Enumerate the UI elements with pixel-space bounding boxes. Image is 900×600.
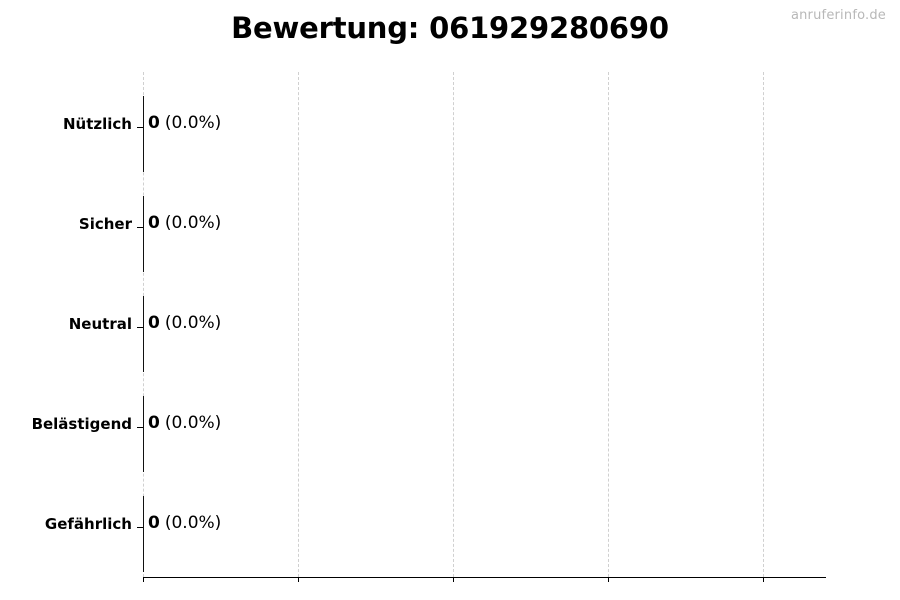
y-axis-label-gefaehrlich: Gefährlich: [44, 515, 132, 533]
bar-count-nuetzlich: 0: [148, 113, 160, 133]
x-axis-tick-4: [763, 577, 764, 582]
bar-percent-sicher: (0.0%): [164, 213, 222, 233]
gridline-1: [298, 72, 299, 577]
x-axis-tick-2: [453, 577, 454, 582]
bar-count-belaestigend: 0: [148, 413, 160, 433]
x-axis-tick-3: [608, 577, 609, 582]
bar-value-neutral: 0 (0.0%): [148, 315, 221, 332]
y-axis-label-belaestigend: Belästigend: [31, 415, 132, 433]
y-axis-label-nuetzlich: Nützlich: [63, 115, 132, 133]
bar-nuetzlich: [143, 96, 144, 172]
bar-neutral: [143, 296, 144, 372]
gridline-3: [608, 72, 609, 577]
y-axis-tick-nuetzlich: [137, 127, 144, 128]
x-axis-line: [143, 577, 826, 578]
y-axis-label-neutral: Neutral: [68, 315, 132, 333]
y-axis-tick-neutral: [137, 327, 144, 328]
y-axis-tick-belaestigend: [137, 427, 144, 428]
bar-value-belaestigend: 0 (0.0%): [148, 415, 221, 432]
bar-gefaehrlich: [143, 496, 144, 572]
bar-percent-gefaehrlich: (0.0%): [164, 513, 222, 533]
page-title: Bewertung: 061929280690: [231, 11, 669, 45]
bar-belaestigend: [143, 396, 144, 472]
y-axis-tick-gefaehrlich: [137, 527, 144, 528]
bar-value-sicher: 0 (0.0%): [148, 215, 221, 232]
rating-row-neutral: Neutral 0 (0.0%): [0, 278, 900, 379]
gridline-4: [763, 72, 764, 577]
rating-row-gefaehrlich: Gefährlich 0 (0.0%): [0, 478, 900, 579]
x-axis-tick-1: [298, 577, 299, 582]
rating-row-belaestigend: Belästigend 0 (0.0%): [0, 378, 900, 479]
bar-count-gefaehrlich: 0: [148, 513, 160, 533]
bar-sicher: [143, 196, 144, 272]
site-watermark: anruferinfo.de: [790, 8, 886, 23]
bar-percent-belaestigend: (0.0%): [164, 413, 222, 433]
bar-percent-nuetzlich: (0.0%): [164, 113, 222, 133]
bar-value-nuetzlich: 0 (0.0%): [148, 115, 221, 132]
bar-percent-neutral: (0.0%): [164, 313, 222, 333]
rating-row-sicher: Sicher 0 (0.0%): [0, 178, 900, 279]
y-axis-tick-sicher: [137, 227, 144, 228]
bar-count-sicher: 0: [148, 213, 160, 233]
bar-value-gefaehrlich: 0 (0.0%): [148, 515, 221, 532]
bar-count-neutral: 0: [148, 313, 160, 333]
rating-row-nuetzlich: Nützlich 0 (0.0%): [0, 78, 900, 179]
gridline-2: [453, 72, 454, 577]
y-axis-label-sicher: Sicher: [78, 215, 132, 233]
x-axis-tick-0: [143, 577, 144, 582]
